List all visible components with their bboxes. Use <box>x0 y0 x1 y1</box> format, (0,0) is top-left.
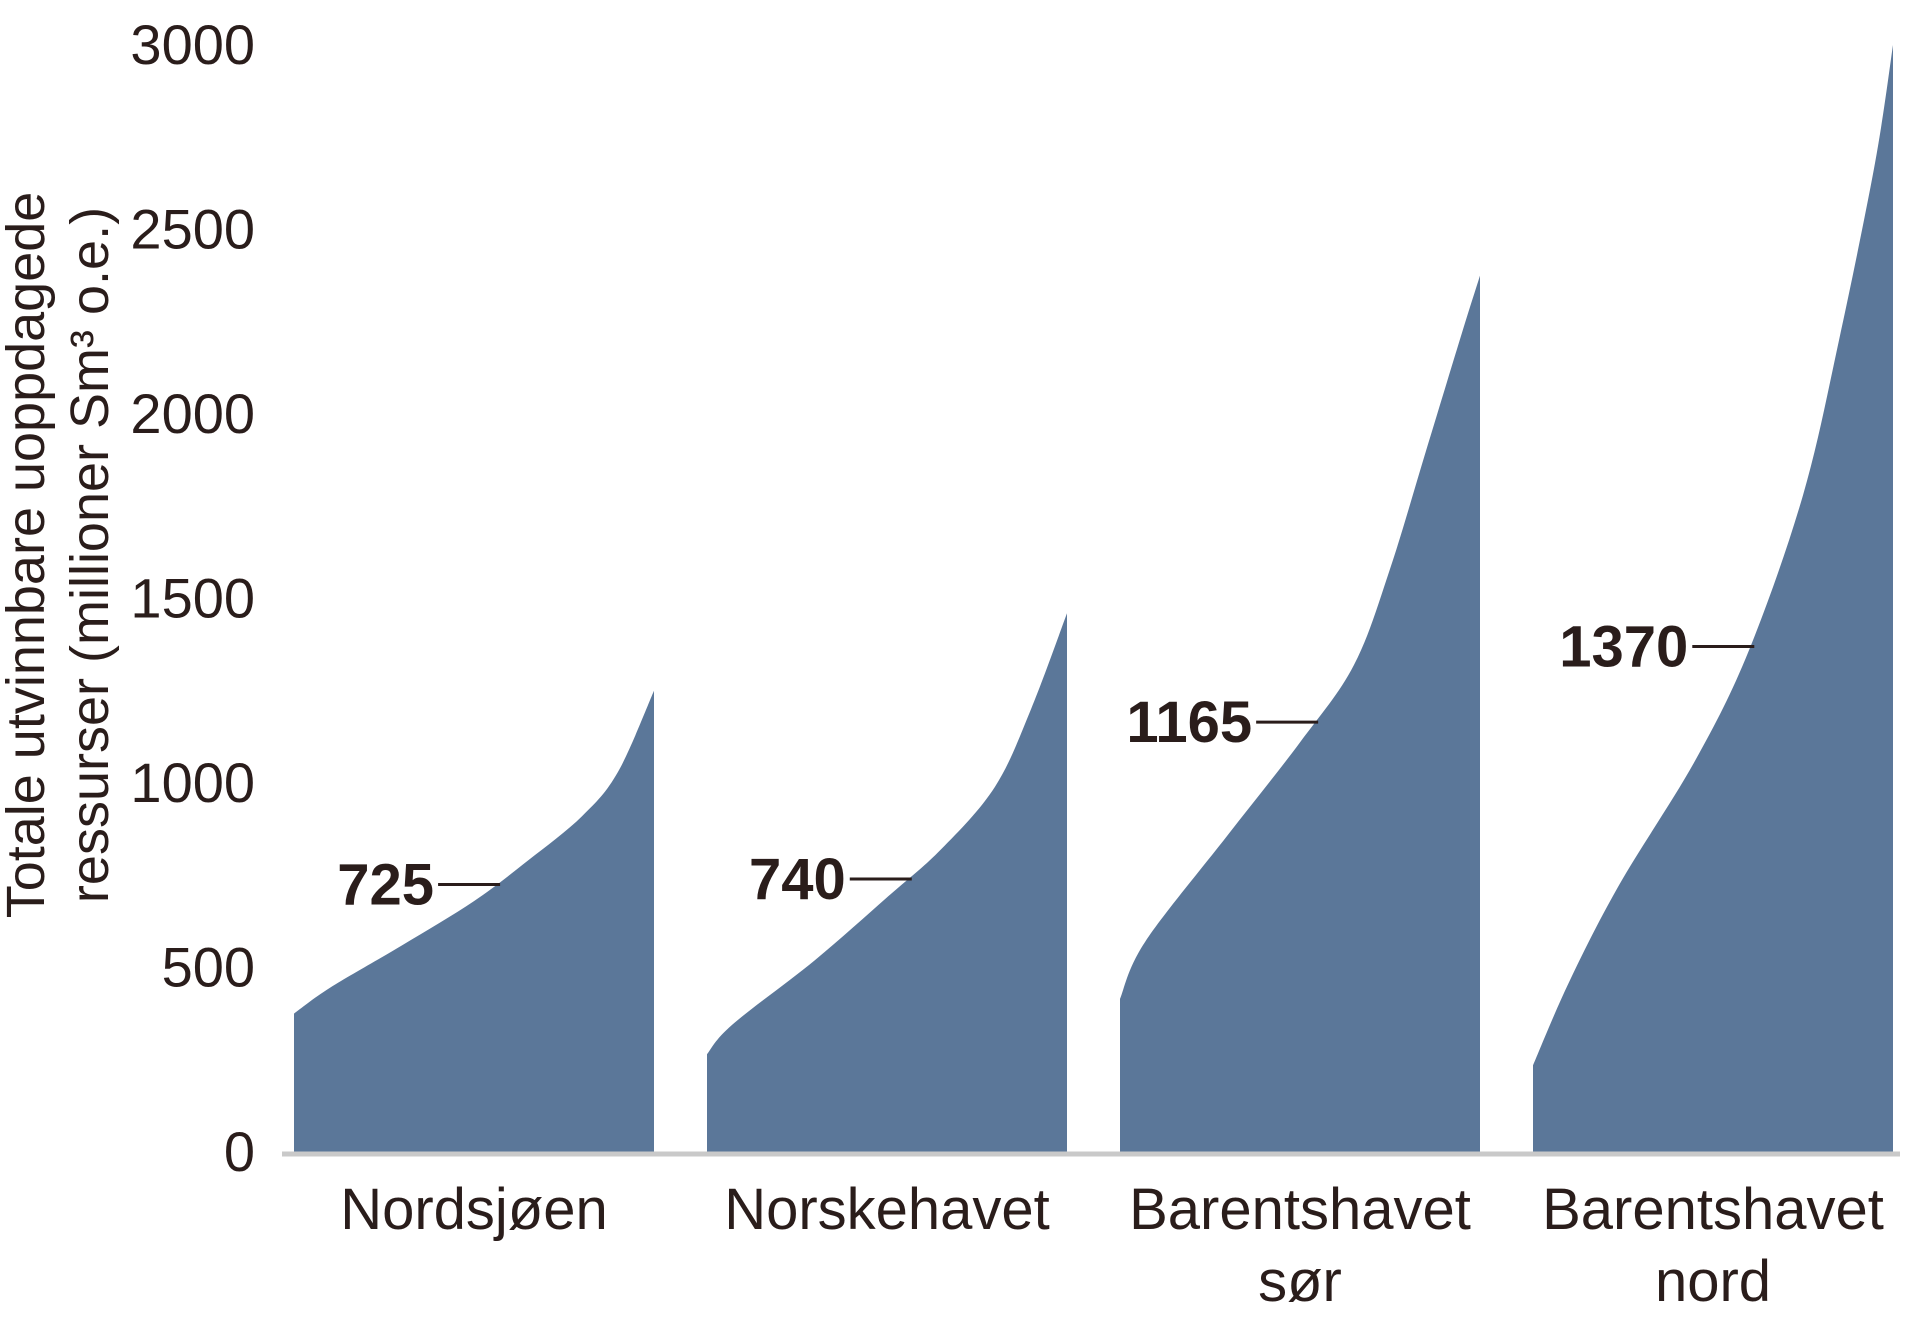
area-1 <box>294 690 654 1152</box>
mean-label: 740 <box>749 847 846 912</box>
category-label: Barentshavet <box>1542 1177 1884 1242</box>
y-tick-label: 2500 <box>130 198 255 261</box>
y-tick-label: 2000 <box>130 382 255 445</box>
category-label: Nordsjøen <box>340 1177 608 1242</box>
mean-label: 1370 <box>1559 614 1688 679</box>
area-3 <box>1120 275 1480 1153</box>
area-4 <box>1533 45 1893 1152</box>
y-tick-label: 0 <box>224 1120 255 1183</box>
category-label: sør <box>1258 1249 1342 1314</box>
mean-labels: 725 740 1165 1370 <box>337 614 1755 917</box>
area-series <box>294 45 1893 1153</box>
category-label: nord <box>1655 1249 1771 1314</box>
y-tick-label: 1500 <box>130 567 255 630</box>
category-label: Barentshavet <box>1129 1177 1471 1242</box>
mean-label: 725 <box>337 852 434 917</box>
y-tick-label: 3000 <box>130 13 255 76</box>
area-2 <box>707 613 1067 1152</box>
y-tick-label: 500 <box>162 936 255 999</box>
y-tick-label: 1000 <box>130 751 255 814</box>
y-axis-ticks: 0 500 1000 1500 2000 2500 3000 <box>130 13 255 1183</box>
y-axis-title-line2: ressurser (millioner Sm³ o.e.) <box>60 207 120 903</box>
y-axis-title-line1: Totale utvinnbare uoppdagede <box>0 192 56 919</box>
category-label: Norskehavet <box>724 1177 1050 1242</box>
mean-label: 1165 <box>1126 690 1252 755</box>
y-axis-title: Totale utvinnbare uoppdagede ressurser (… <box>0 192 120 919</box>
category-labels: Nordsjøen Norskehavet Barentshavet sør Baren… <box>340 1177 1884 1314</box>
